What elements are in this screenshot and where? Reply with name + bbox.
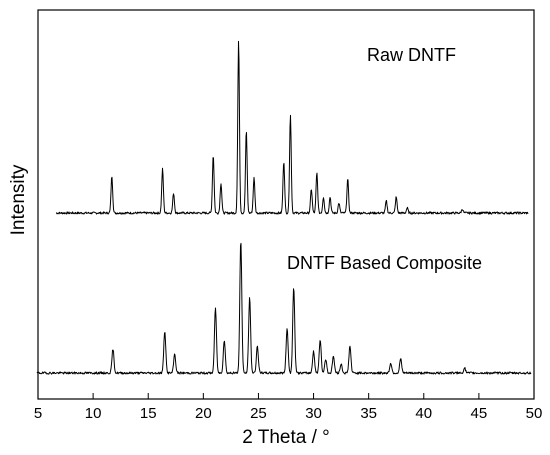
y-axis-label: Intensity [8,164,29,235]
x-tick-label: 15 [140,405,157,422]
series-line-raw-dntf [55,40,529,215]
x-tick-label: 10 [85,405,102,422]
x-axis-ticks [37,393,535,399]
x-tick-label: 40 [415,405,432,422]
x-tick-label: 20 [195,405,212,422]
x-tick-label: 5 [34,405,42,422]
x-axis-label: 2 Theta / ° [242,427,330,448]
series-traces [36,40,532,375]
series-line-dntf-based-composite [36,242,532,375]
x-tick-label: 45 [471,405,488,422]
annotation-composite: DNTF Based Composite [287,253,482,273]
annotation-raw-dntf: Raw DNTF [367,45,456,65]
x-tick-label: 35 [360,405,377,422]
x-tick-label: 25 [250,405,267,422]
x-axis-tick-labels: 5 10 15 20 25 30 35 40 45 50 [34,405,543,422]
x-tick-label: 50 [526,405,543,422]
x-tick-label: 30 [305,405,322,422]
plot-frame [37,9,535,400]
